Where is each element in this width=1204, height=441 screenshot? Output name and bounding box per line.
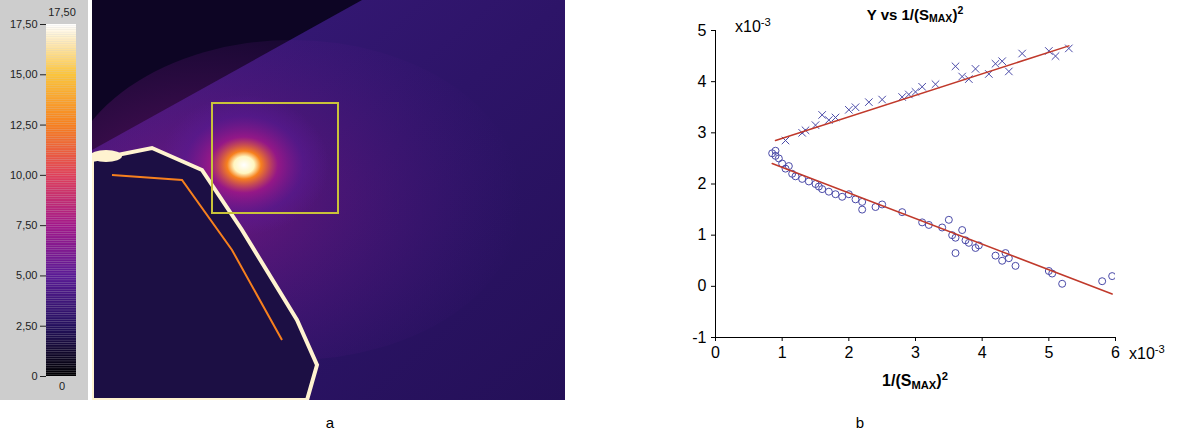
svg-text:6: 6 bbox=[1111, 344, 1120, 361]
svg-text:10,00: 10,00 bbox=[10, 169, 38, 181]
svg-text:2,50: 2,50 bbox=[16, 320, 37, 332]
svg-text:2: 2 bbox=[844, 344, 853, 361]
html-text:1/(SMAX)2: 1/(SMAX)2 bbox=[882, 370, 948, 391]
svg-text:5: 5 bbox=[1044, 344, 1053, 361]
html-text:Y vs 1/(SMAX)2: Y vs 1/(SMAX)2 bbox=[866, 4, 964, 25]
html-text:0: 0 bbox=[58, 380, 66, 392]
html-text:b: b bbox=[855, 414, 865, 431]
svg-text:4: 4 bbox=[698, 73, 707, 90]
svg-text:3: 3 bbox=[698, 124, 707, 141]
svg-text:17,50: 17,50 bbox=[10, 18, 38, 30]
html-text:17,50: 17,50 bbox=[48, 6, 76, 18]
svg-text:7,50: 7,50 bbox=[16, 219, 37, 231]
svg-text:5,00: 5,00 bbox=[16, 269, 37, 281]
svg-text:12,50: 12,50 bbox=[10, 119, 38, 131]
svg-text:15,00: 15,00 bbox=[10, 68, 38, 80]
svg-text:0: 0 bbox=[31, 370, 37, 382]
svg-text:1: 1 bbox=[698, 226, 707, 243]
svg-text:2: 2 bbox=[698, 175, 707, 192]
svg-text:1: 1 bbox=[778, 344, 787, 361]
svg-text:-1: -1 bbox=[692, 329, 706, 346]
html-text:x10-3: x10-3 bbox=[735, 16, 771, 36]
html-text:x10-3: x10-3 bbox=[1129, 343, 1165, 363]
html-text:a: a bbox=[325, 414, 335, 431]
svg-text:4: 4 bbox=[978, 344, 987, 361]
svg-text:5: 5 bbox=[698, 22, 707, 39]
svg-text:0: 0 bbox=[698, 277, 707, 294]
svg-text:0: 0 bbox=[711, 344, 720, 361]
svg-text:3: 3 bbox=[911, 344, 920, 361]
